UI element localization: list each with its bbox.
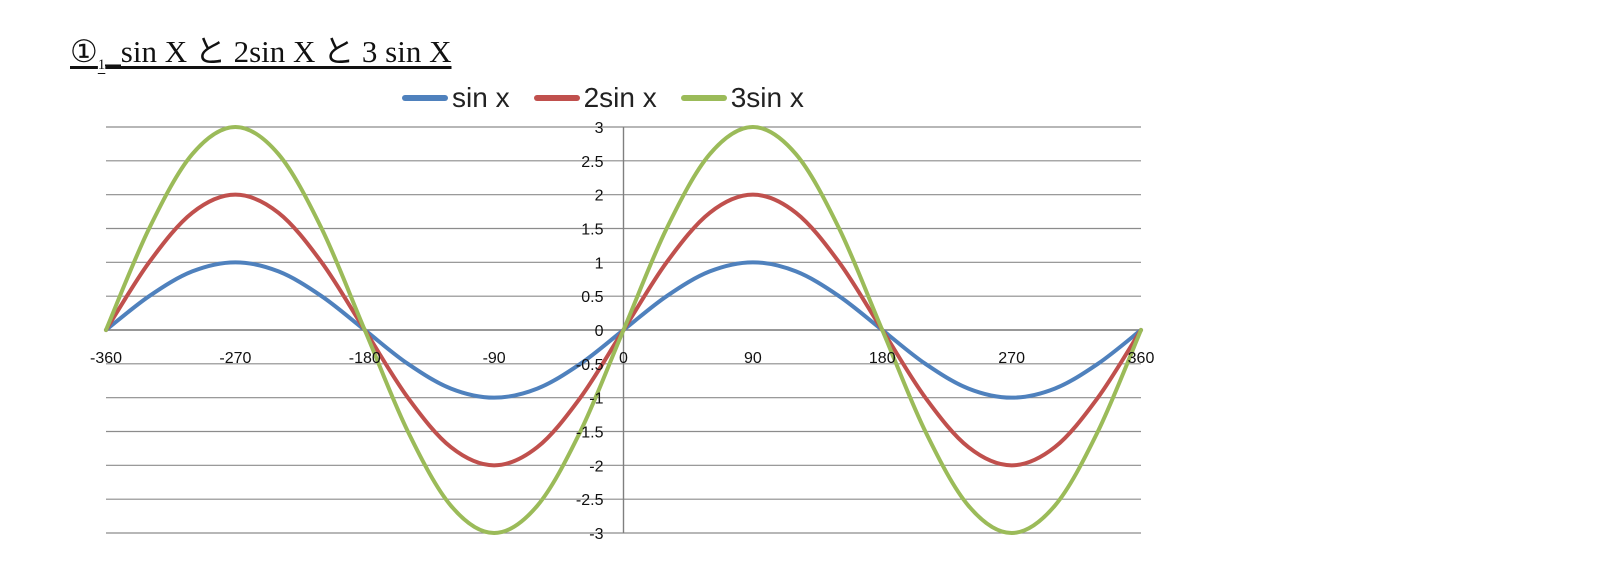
legend-swatch-3sin-x	[680, 95, 727, 101]
y-tick-label: 0.5	[581, 289, 603, 306]
legend-label-sin-x: sin x	[452, 82, 510, 113]
x-tick-label: -180	[349, 350, 381, 367]
legend-label-3sin-x: 3sin x	[730, 82, 804, 113]
x-tick-label: -90	[483, 350, 506, 367]
y-tick-label: -1.5	[576, 425, 604, 442]
y-tick-label: -0.5	[576, 357, 604, 374]
y-tick-label: -2	[589, 458, 603, 475]
legend-item-2sin-x: 2sin x	[533, 82, 657, 114]
title-circled-number: ①	[70, 34, 98, 69]
legend-label-2sin-x: 2sin x	[583, 82, 657, 113]
y-tick-label: -1	[589, 391, 603, 408]
y-tick-label: -3	[589, 526, 603, 543]
series-lines	[104, 125, 1143, 535]
title-text: _sin X と 2sin X と 3 sin X	[105, 34, 452, 69]
x-tick-label: -360	[90, 350, 122, 367]
legend-swatch-2sin-x	[533, 95, 580, 101]
legend-item-3sin-x: 3sin x	[680, 82, 804, 114]
title-subscript: 1	[97, 57, 106, 74]
y-tick-label: 0	[595, 323, 604, 340]
series-line-3sin-x	[104, 125, 1143, 535]
y-tick-label: 1	[595, 255, 604, 272]
tick-labels: -360 -270 -180 -90 0 90 180 270 360 3 2.5 2 1.5 1 0.5 0…	[90, 120, 1154, 543]
page-title: ①1_sin X と 2sin X と 3 sin X	[70, 26, 452, 74]
x-tick-label: 90	[744, 350, 762, 367]
legend-item-sin-x: sin x	[402, 82, 510, 114]
y-tick-label: 2	[595, 188, 604, 205]
y-tick-label: 2.5	[581, 154, 603, 171]
x-tick-label: 180	[869, 350, 896, 367]
y-tick-label: -2.5	[576, 492, 604, 509]
x-tick-label: 0	[619, 350, 628, 367]
legend-swatch-sin-x	[402, 95, 448, 101]
y-tick-label: 1.5	[581, 222, 603, 239]
chart-legend: sin x 2sin x 3sin x	[402, 82, 828, 114]
x-tick-label: -270	[219, 350, 251, 367]
x-tick-label: 270	[998, 350, 1025, 367]
y-tick-label: 3	[595, 120, 604, 137]
x-tick-label: 360	[1128, 350, 1155, 367]
